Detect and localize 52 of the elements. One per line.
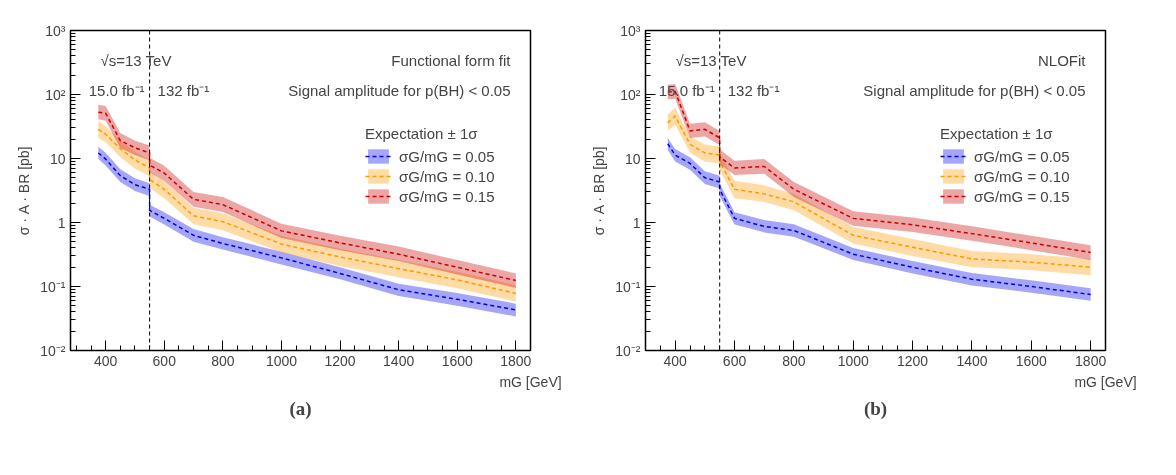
- annotation: 132 fb⁻¹: [157, 82, 210, 99]
- x-tick-label: 400: [663, 352, 688, 369]
- y-tick-label: 10⁻²: [615, 342, 641, 359]
- y-tick-label: 10⁻¹: [40, 278, 66, 295]
- annotation: Signal amplitude for p(BH) < 0.05: [863, 82, 1086, 99]
- legend-title: Expectation ± 1σ: [940, 125, 1054, 142]
- x-axis-title: mG [GeV]: [1074, 373, 1137, 390]
- x-tick-label: 1200: [897, 352, 929, 369]
- legend-label: σG/mG = 0.15: [974, 187, 1070, 205]
- y-axis-title: σ · A · BR [pb]: [16, 146, 33, 236]
- x-tick-label: 1400: [956, 352, 988, 369]
- legend-label: σG/mG = 0.05: [399, 147, 495, 165]
- legend-label: σG/mG = 0.05: [974, 147, 1070, 165]
- x-tick-label: 600: [722, 352, 747, 369]
- y-tick-label: 10⁻¹: [615, 278, 641, 295]
- x-tick-label: 1800: [500, 352, 532, 369]
- x-tick-label: 800: [211, 352, 235, 369]
- y-tick-label: 10: [624, 150, 641, 167]
- y-tick-label: 10²: [45, 86, 66, 103]
- x-tick-label: 1000: [265, 352, 298, 369]
- x-tick-label: 1000: [837, 352, 870, 369]
- annotation: Signal amplitude for p(BH) < 0.05: [288, 82, 511, 99]
- y-axis-title: σ · A · BR [pb]: [591, 146, 608, 236]
- legend-label: σG/mG = 0.10: [974, 167, 1070, 185]
- annotation: 132 fb⁻¹: [727, 82, 780, 99]
- y-tick-label: 10³: [45, 22, 66, 39]
- x-tick-label: 400: [93, 352, 118, 369]
- legend-label: σG/mG = 0.15: [399, 187, 495, 205]
- y-tick-label: 10²: [620, 86, 641, 103]
- text: (a): [289, 397, 312, 420]
- annotation: 15.0 fb⁻¹: [658, 82, 715, 99]
- x-tick-label: 1200: [324, 352, 356, 369]
- annotation: 15.0 fb⁻¹: [88, 82, 145, 99]
- annotation: NLOFit: [1038, 52, 1087, 69]
- y-tick-label: 10⁻²: [40, 342, 66, 359]
- text: (b): [863, 397, 888, 420]
- x-axis-title: mG [GeV]: [499, 373, 562, 390]
- y-tick-label: 10: [49, 150, 66, 167]
- x-tick-label: 1600: [441, 352, 474, 369]
- annotation: √s=13 TeV: [675, 52, 747, 69]
- x-tick-label: 600: [152, 352, 177, 369]
- legend-label: σG/mG = 0.10: [399, 167, 495, 185]
- y-tick-label: 1: [632, 214, 641, 231]
- annotation: Functional form fit: [391, 52, 512, 69]
- x-tick-label: 1800: [1075, 352, 1107, 369]
- y-tick-label: 10³: [620, 22, 641, 39]
- x-tick-label: 1400: [383, 352, 415, 369]
- y-tick-label: 1: [57, 214, 66, 231]
- x-tick-label: 800: [782, 352, 806, 369]
- annotation: √s=13 TeV: [100, 52, 172, 69]
- x-tick-label: 1600: [1015, 352, 1048, 369]
- legend-title: Expectation ± 1σ: [365, 125, 479, 142]
